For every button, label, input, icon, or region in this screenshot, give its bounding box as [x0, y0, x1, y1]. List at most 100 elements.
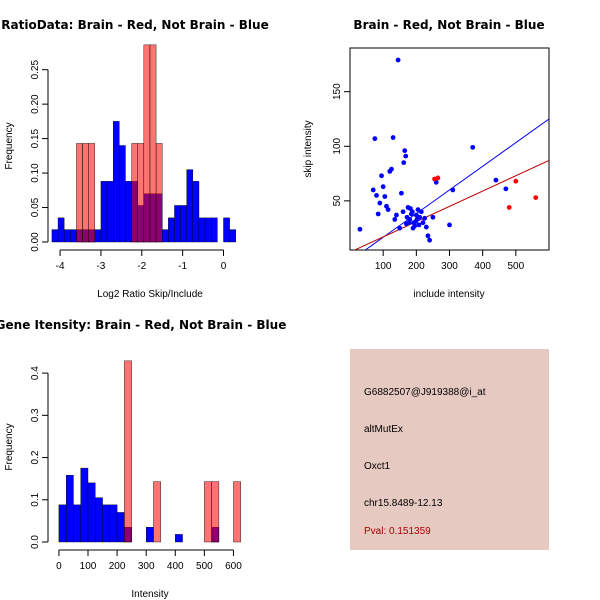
- bar-brain-4: [137, 143, 145, 243]
- bar-brain-3: [211, 481, 220, 543]
- bar-not-brain-2: [73, 504, 81, 543]
- bar-not-brain-11: [175, 534, 183, 543]
- y-tick-label: 50: [332, 195, 343, 207]
- genomic-location: chr15.8489-12.13: [364, 498, 443, 509]
- x-tick-label: -2: [137, 261, 146, 272]
- point-not-brain-42: [422, 215, 428, 221]
- y-tick-label: 100: [332, 137, 343, 154]
- scatter-axes: 100 200 300 400 500 50 100 150: [332, 83, 525, 272]
- bar-not-brain-25: [204, 217, 212, 243]
- scatter-xlabel: include intensity: [413, 289, 484, 300]
- x-tick-label: 0: [56, 561, 62, 572]
- bar-not-brain-0: [58, 504, 67, 543]
- scatter-box: [349, 47, 550, 251]
- point-not-brain-7: [380, 184, 386, 190]
- gene-ylabel: Frequency: [4, 423, 15, 470]
- point-brain-4: [533, 195, 539, 200]
- y-tick-label: 0.15: [30, 128, 41, 148]
- y-tick-label: 0.4: [30, 366, 41, 380]
- bar-brain-1: [82, 143, 89, 243]
- info-panel: G6882507@J919388@i_at altMutEx Oxct1 chr…: [350, 349, 549, 550]
- point-not-brain-6: [379, 173, 384, 179]
- x-tick-label: -4: [56, 261, 65, 272]
- point-not-brain-38: [416, 222, 422, 228]
- scatter-points: [357, 57, 539, 243]
- point-not-brain-2: [372, 136, 378, 142]
- point-not-brain-50: [470, 144, 476, 150]
- point-brain-2: [506, 205, 512, 210]
- bar-not-brain-27: [223, 217, 230, 243]
- point-not-brain-16: [395, 57, 401, 63]
- bar-brain-0: [124, 360, 132, 543]
- ratio-xlabel: Log2 Ratio Skip/Include: [97, 289, 203, 300]
- event-type: altMutEx: [364, 424, 403, 435]
- bar-not-brain-12: [125, 181, 132, 243]
- ratio-title: RatioData: Brain - Red, Not Brain - Blue: [1, 18, 268, 32]
- y-tick-label: 0.1: [30, 492, 41, 506]
- gene-intensity-histogram: Gene Itensity: Brain - Red, Not Brain - …: [0, 318, 286, 600]
- gene-title: Gene Itensity: Brain - Red, Not Brain - …: [0, 318, 286, 332]
- point-not-brain-12: [389, 166, 394, 172]
- y-tick-label: 0.0: [30, 535, 41, 549]
- bar-not-brain-28: [229, 229, 236, 243]
- point-not-brain-17: [397, 225, 403, 231]
- bar-not-brain-1: [57, 217, 65, 243]
- bar-not-brain-5: [95, 497, 103, 543]
- bar-not-brain-19: [168, 217, 175, 243]
- point-not-brain-13: [390, 135, 396, 140]
- y-tick-label: 0.20: [30, 94, 41, 114]
- point-not-brain-51: [493, 177, 499, 183]
- point-not-brain-21: [402, 148, 408, 154]
- bar-not-brain-1: [65, 475, 74, 543]
- y-tick-label: 0.25: [30, 60, 41, 80]
- gene-name: Oxct1: [364, 461, 391, 472]
- ratio-histogram: RatioData: Brain - Red, Not Brain - Blue…: [1, 18, 268, 300]
- y-tick-label: 0.3: [30, 408, 41, 422]
- point-not-brain-43: [423, 224, 429, 230]
- bar-not-brain-7: [109, 504, 118, 543]
- x-tick-label: 600: [225, 561, 242, 572]
- x-tick-label: 400: [167, 561, 184, 572]
- bar-not-brain-10: [112, 121, 120, 243]
- bar-not-brain-3: [80, 467, 89, 543]
- point-not-brain-1: [370, 187, 376, 193]
- point-not-brain-14: [392, 217, 398, 222]
- x-tick-label: 500: [196, 561, 213, 572]
- point-not-brain-19: [400, 209, 406, 215]
- x-tick-label: 300: [441, 261, 458, 272]
- bar-not-brain-7: [94, 229, 102, 243]
- bar-brain-6: [149, 44, 157, 243]
- x-tick-label: 300: [138, 561, 155, 572]
- bar-brain-2: [204, 481, 212, 543]
- bar-brain-2: [88, 143, 96, 243]
- bar-brain-1: [153, 481, 161, 543]
- y-tick-label: 0.10: [30, 163, 41, 183]
- bar-brain-7: [155, 143, 163, 243]
- bar-not-brain-8: [116, 512, 125, 543]
- bar-not-brain-3: [70, 229, 77, 243]
- bar-brain-5: [143, 44, 151, 243]
- x-tick-label: -1: [178, 261, 187, 272]
- x-tick-label: 0: [221, 261, 227, 272]
- probe-id: G6882507@J919388@i_at: [364, 387, 486, 398]
- ratio-ylabel: Frequency: [4, 122, 15, 169]
- y-tick-label: 0.05: [30, 197, 41, 217]
- point-not-brain-20: [401, 160, 407, 166]
- x-tick-label: 500: [507, 261, 524, 272]
- bar-not-brain-24: [198, 217, 206, 243]
- not-brain-fit-line: [364, 118, 549, 250]
- bar-brain-0: [76, 143, 83, 243]
- point-not-brain-27: [407, 217, 413, 222]
- bar-not-brain-2: [63, 229, 71, 243]
- bar-not-brain-20: [174, 205, 181, 243]
- x-tick-label: 200: [408, 261, 425, 272]
- point-brain-3: [513, 178, 519, 184]
- ratio-bars: [51, 44, 236, 243]
- bar-not-brain-6: [102, 504, 111, 543]
- bar-not-brain-9: [106, 181, 114, 243]
- point-not-brain-15: [394, 212, 399, 218]
- gene-xlabel: Intensity: [131, 589, 168, 600]
- point-not-brain-52: [503, 186, 509, 192]
- bar-not-brain-4: [87, 482, 96, 543]
